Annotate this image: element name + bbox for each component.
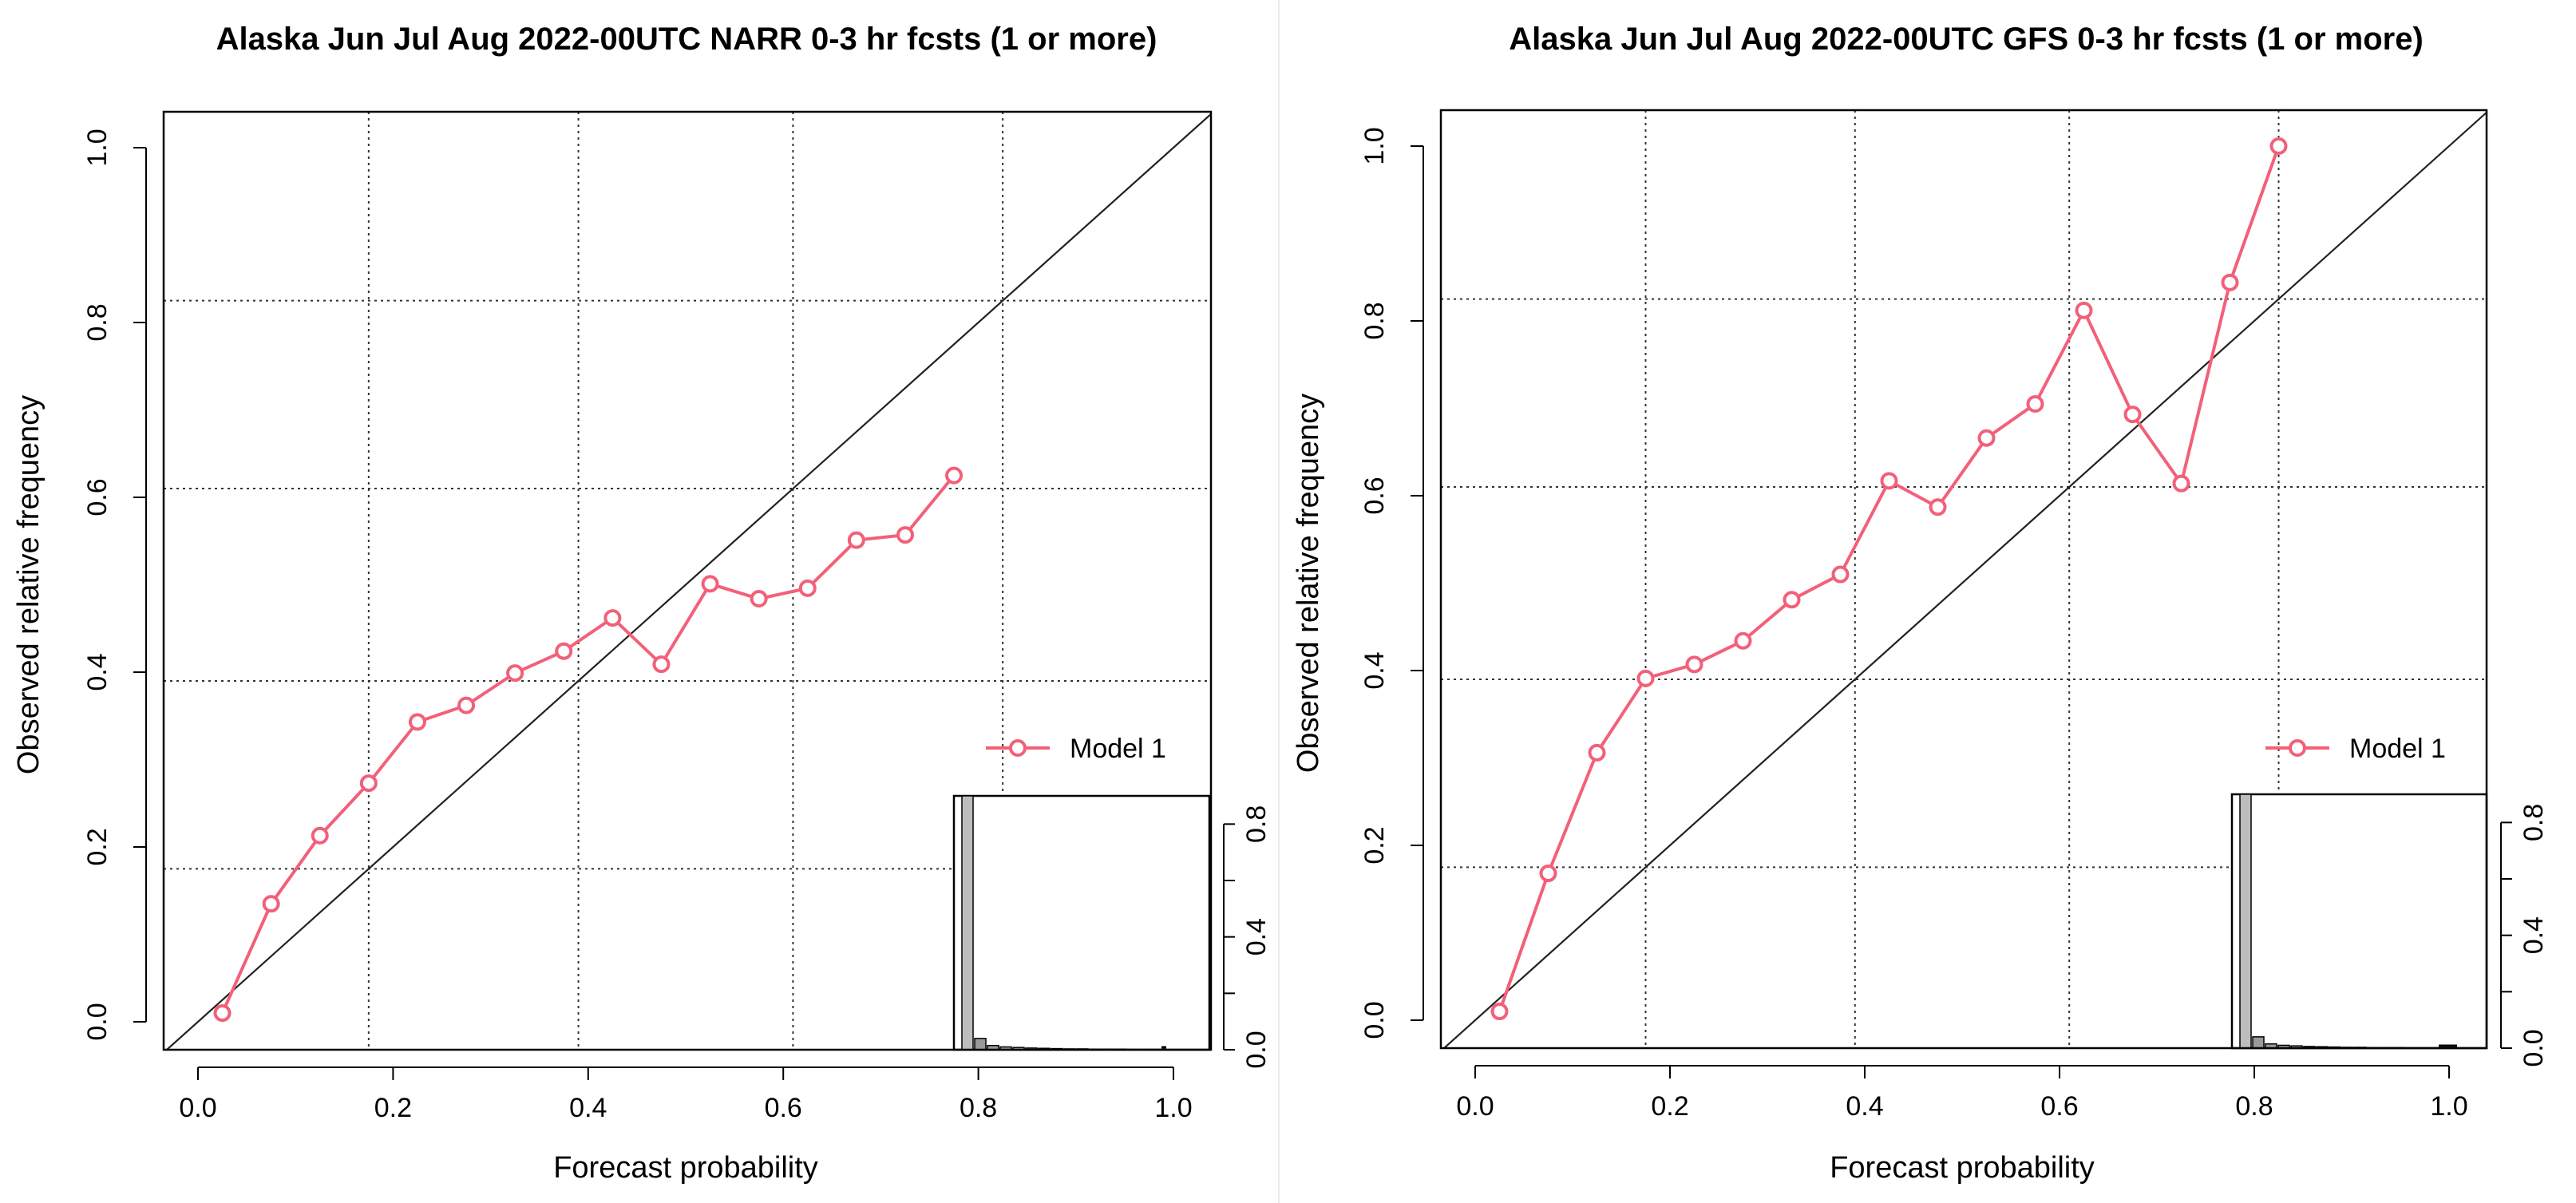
- series-point: [1588, 743, 1606, 762]
- x-axis-tick-label: 0.6: [2040, 1091, 2078, 1122]
- y-axis-tick-label: 0.6: [1359, 477, 1390, 514]
- chart-title: Alaska Jun Jul Aug 2022-00UTC NARR 0-3 h…: [216, 22, 1157, 57]
- x-axis-label: Forecast probability: [553, 1151, 818, 1185]
- x-axis-tick-label: 0.4: [1846, 1091, 1883, 1122]
- inset-axis-tick-label: 0.0: [1241, 1031, 1272, 1068]
- series-point: [1977, 429, 1996, 447]
- plot-frame: [1439, 109, 2488, 1050]
- y-axis-tick-label: 0.8: [1359, 302, 1390, 339]
- series-point: [1880, 472, 1898, 490]
- series-point: [2026, 395, 2044, 414]
- series-point: [603, 609, 622, 627]
- x-axis-tick-label: 0.8: [960, 1093, 997, 1123]
- chart-title: Alaska Jun Jul Aug 2022-00UTC GFS 0-3 hr…: [1509, 22, 2424, 57]
- series-point: [652, 655, 671, 674]
- series-point: [262, 895, 280, 913]
- series-point: [701, 575, 719, 593]
- series-point: [1490, 1003, 1509, 1021]
- x-axis-tick-label: 0.0: [179, 1093, 216, 1123]
- inset-axis-tick-label: 0.4: [1241, 918, 1272, 956]
- series-point: [896, 526, 914, 544]
- series-line: [220, 474, 956, 1014]
- inset-axis-tick-label: 0.4: [2519, 916, 2549, 954]
- series-point: [457, 696, 476, 714]
- series-point: [1636, 669, 1655, 687]
- series-point: [1685, 655, 1703, 674]
- histogram-bar: [2252, 1036, 2265, 1049]
- y-axis-tick-label: 1.0: [82, 129, 113, 166]
- x-axis-tick-label: 1.0: [2430, 1091, 2467, 1122]
- y-axis-tick-label: 1.0: [1359, 127, 1390, 164]
- y-axis-tick-label: 0.8: [82, 303, 113, 341]
- series-point: [1734, 631, 1752, 650]
- series-point: [945, 466, 964, 485]
- x-axis-tick-label: 1.0: [1154, 1093, 1192, 1123]
- legend-marker: [2289, 739, 2306, 757]
- series-point: [2269, 137, 2288, 155]
- y-axis-tick-label: 0.6: [82, 478, 113, 516]
- y-axis-tick-label: 0.0: [1359, 1001, 1390, 1039]
- series-point: [1783, 591, 1801, 609]
- y-axis-label: Observed relative frequency: [12, 395, 46, 774]
- series-point: [1831, 565, 1850, 584]
- inset-axis-tick-label: 0.8: [2519, 804, 2549, 841]
- x-axis-tick-label: 0.0: [1456, 1091, 1494, 1122]
- series-point: [408, 713, 426, 731]
- inset-axis-tick-label: 0.8: [1241, 805, 1272, 843]
- panel-divider: [1278, 0, 1280, 1203]
- x-axis-tick-label: 0.4: [569, 1093, 607, 1123]
- series-point: [847, 531, 865, 549]
- y-axis-label: Observed relative frequency: [1292, 394, 1325, 773]
- chart-panel-narr: Alaska Jun Jul Aug 2022-00UTC NARR 0-3 h…: [0, 0, 1277, 1203]
- y-axis-tick-label: 0.2: [82, 828, 113, 865]
- x-axis-label: Forecast probability: [1830, 1151, 2095, 1185]
- series-point: [311, 826, 329, 845]
- chart-panel-gfs: Alaska Jun Jul Aug 2022-00UTC GFS 0-3 hr…: [1280, 0, 2557, 1203]
- series-point: [1539, 865, 1557, 883]
- series-point: [506, 664, 524, 683]
- y-axis-tick-label: 0.4: [1359, 651, 1390, 689]
- legend-label: Model 1: [1070, 734, 1166, 764]
- x-axis-tick-label: 0.6: [765, 1093, 802, 1123]
- series-point: [798, 579, 817, 597]
- y-axis-tick-label: 0.4: [82, 653, 113, 691]
- perfect-reliability-line: [1442, 111, 2487, 1048]
- series-point: [213, 1004, 231, 1023]
- series-point: [2221, 273, 2239, 291]
- legend-marker: [1009, 739, 1027, 757]
- perfect-reliability-line: [165, 113, 1211, 1050]
- series-point: [555, 642, 573, 660]
- reliability-chart-narr: Alaska Jun Jul Aug 2022-00UTC NARR 0-3 h…: [12, 22, 1272, 1185]
- inset-histogram-frame: [952, 794, 1211, 1051]
- plot-area: [164, 112, 1211, 1050]
- series-point: [1929, 498, 1947, 516]
- inset-axis-tick-label: 0.0: [2519, 1029, 2549, 1066]
- x-axis-tick-label: 0.8: [2235, 1091, 2273, 1122]
- inset-histogram-frame: [2230, 793, 2488, 1050]
- plot-area: [1441, 110, 2487, 1048]
- histogram-bar: [961, 795, 974, 1051]
- x-axis-tick-label: 0.2: [1651, 1091, 1688, 1122]
- x-axis-tick-label: 0.2: [374, 1093, 412, 1123]
- series-point: [2075, 301, 2093, 319]
- series-point: [750, 590, 768, 608]
- y-axis-tick-label: 0.0: [82, 1003, 113, 1040]
- series-line: [1498, 145, 2281, 1012]
- histogram-bar: [974, 1038, 987, 1051]
- reliability-chart-gfs: Alaska Jun Jul Aug 2022-00UTC GFS 0-3 hr…: [1292, 22, 2549, 1185]
- histogram-bar: [2239, 793, 2252, 1049]
- series-point: [2123, 406, 2142, 424]
- plot-frame: [162, 110, 1213, 1051]
- series-point: [2172, 474, 2190, 493]
- y-axis-tick-label: 0.2: [1359, 826, 1390, 864]
- legend-label: Model 1: [2349, 734, 2446, 764]
- series-point: [359, 774, 378, 793]
